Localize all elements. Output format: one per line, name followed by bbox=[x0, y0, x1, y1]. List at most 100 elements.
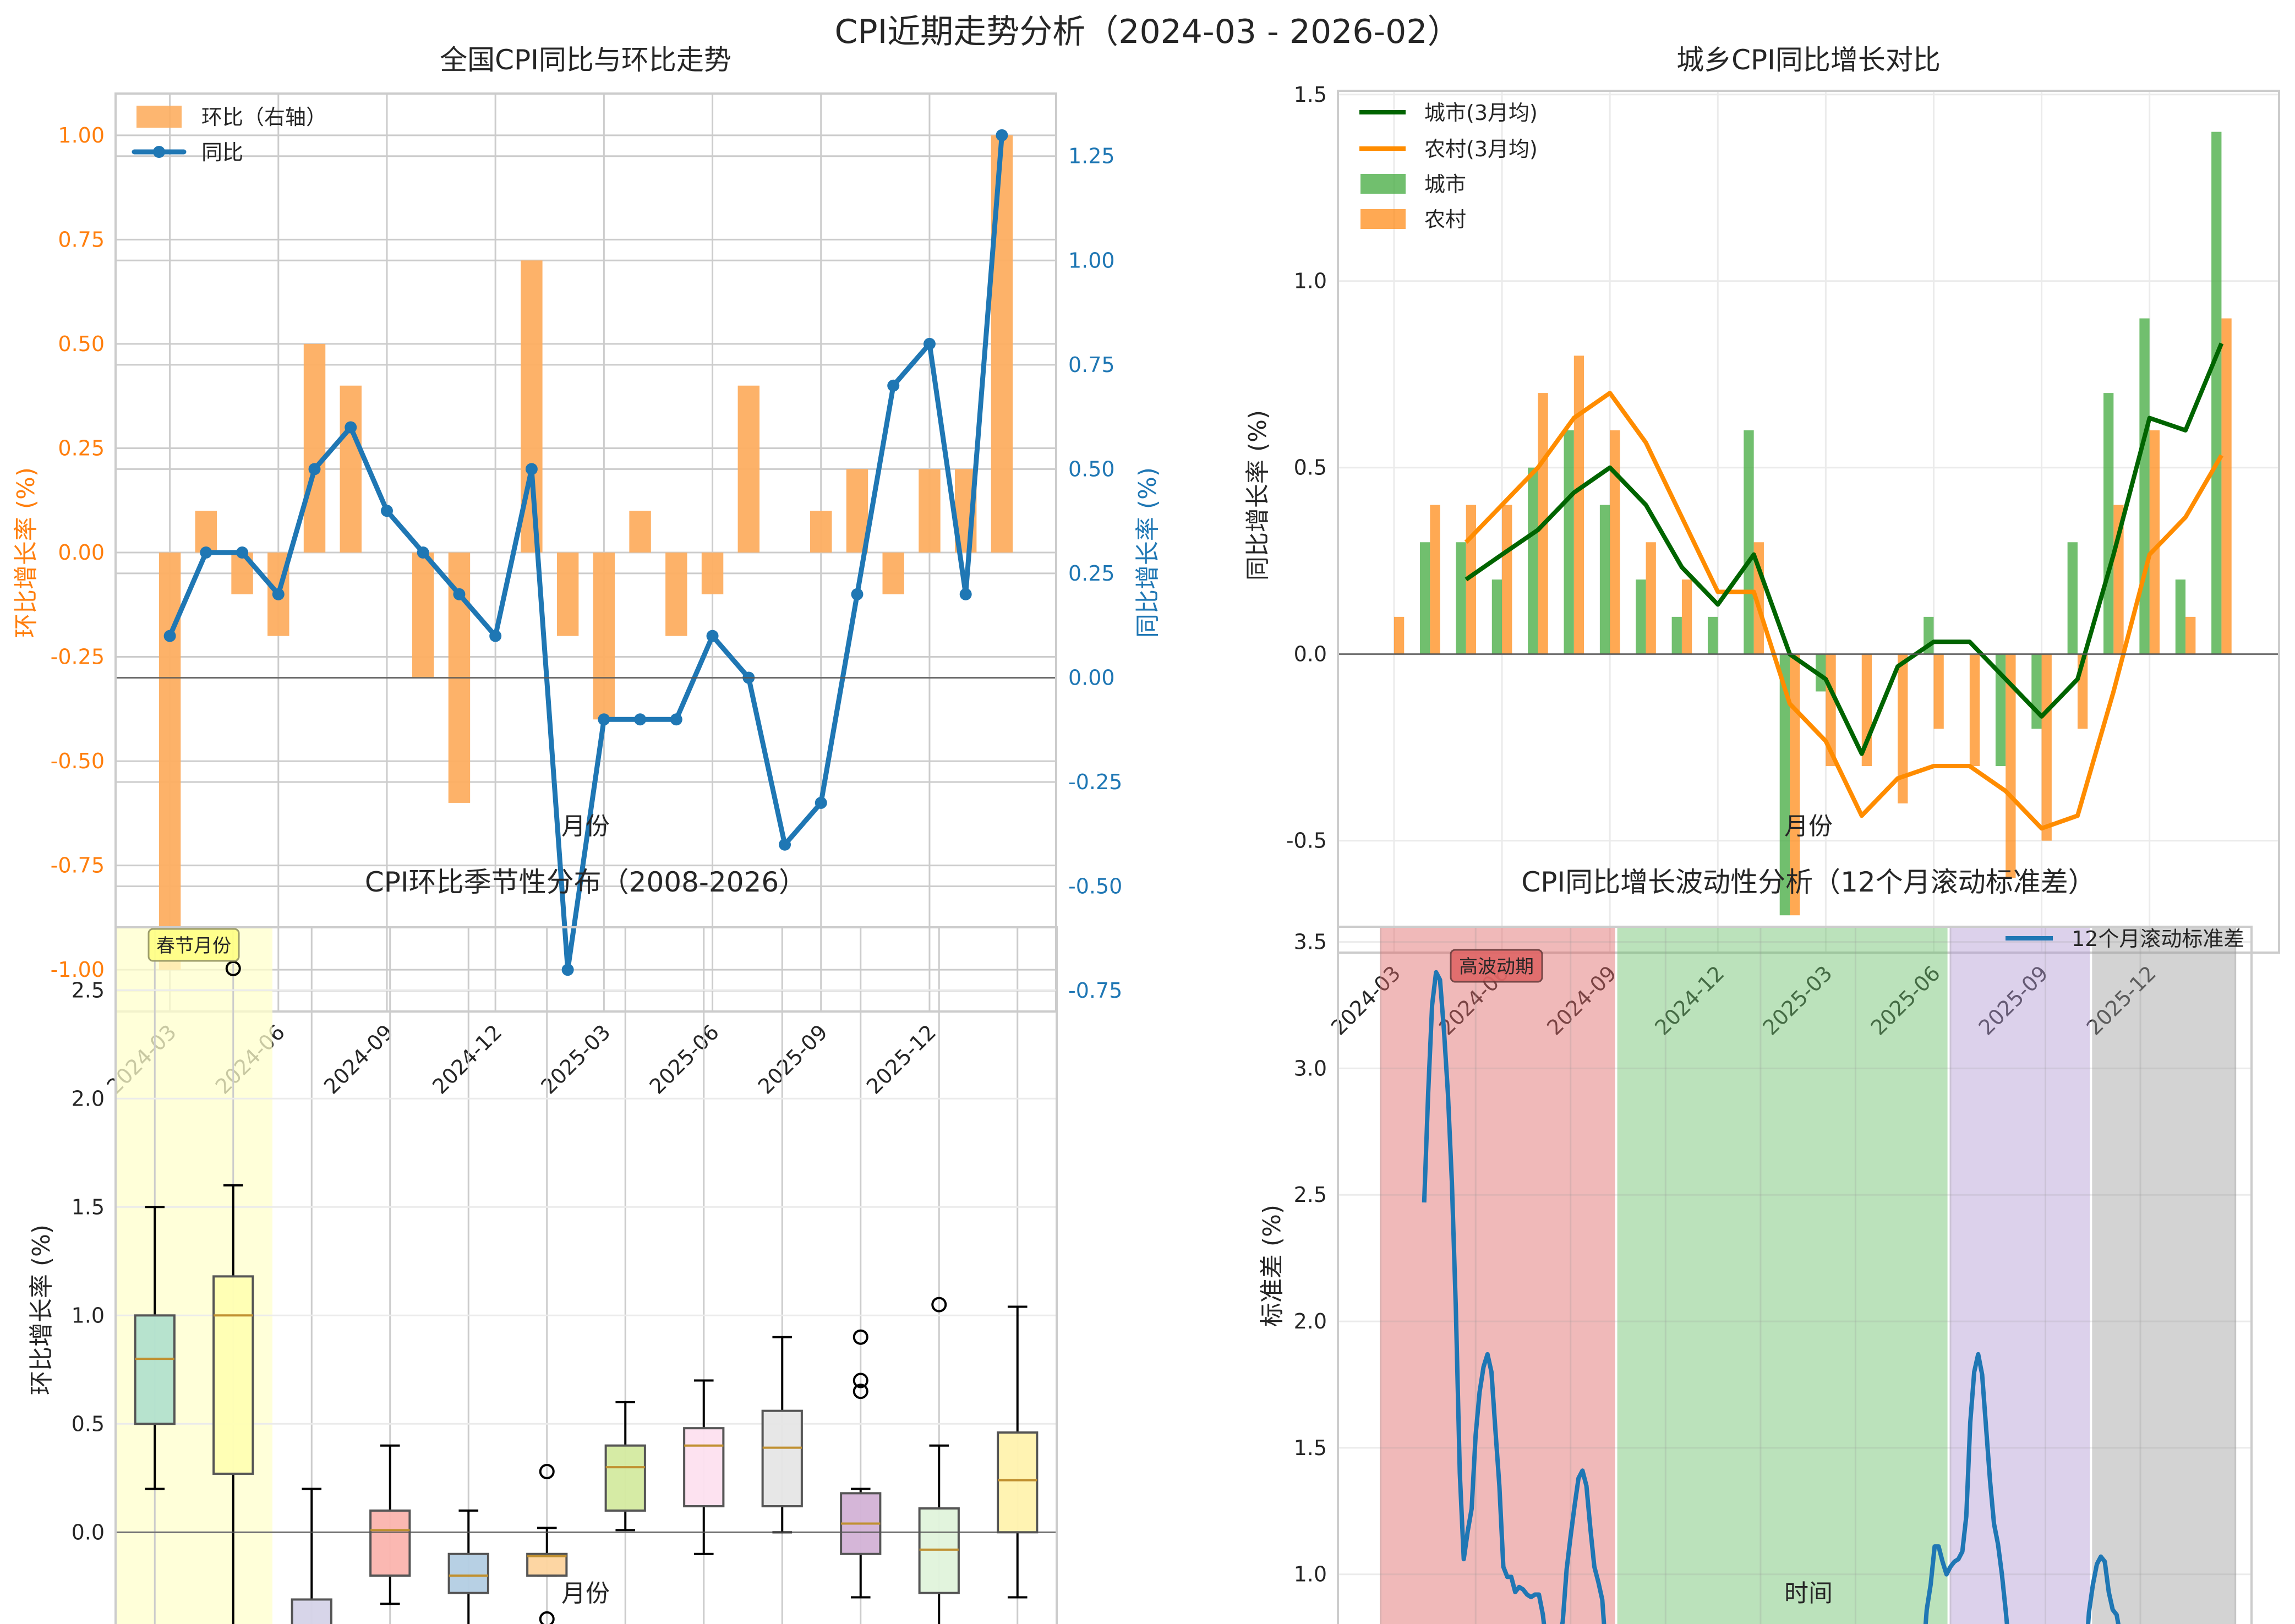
urban-bar bbox=[1564, 430, 1574, 654]
y-tick-label: -1.00 bbox=[51, 958, 105, 982]
mom-bar bbox=[412, 553, 434, 678]
box-outlier bbox=[931, 1297, 947, 1313]
chart2-legend: 城市(3月均) 农村(3月均) 城市 农村 bbox=[1359, 101, 1538, 232]
urban-bar bbox=[1707, 616, 1718, 654]
rural-bar bbox=[1681, 579, 1692, 654]
chart1-title: 全国CPI同比与环比走势 bbox=[440, 44, 731, 76]
mom-bar bbox=[665, 553, 687, 636]
chart2-lines bbox=[1464, 342, 2224, 831]
urban-bar bbox=[1420, 542, 1430, 654]
legend-label-rural: 农村 bbox=[1424, 207, 1466, 232]
box-2月 bbox=[212, 960, 254, 1624]
legend-label-urban-ma: 城市(3月均) bbox=[1424, 101, 1538, 125]
y-tick-label: 1.0 bbox=[1294, 1562, 1327, 1587]
y-right-tick-label: 0.25 bbox=[1068, 561, 1115, 586]
y-tick-label: 0.75 bbox=[58, 227, 105, 251]
box-9月 bbox=[761, 1336, 803, 1534]
y-right-tick-label: 0.00 bbox=[1068, 665, 1115, 690]
yoy-point bbox=[634, 713, 647, 726]
period-band bbox=[1380, 926, 1615, 1624]
y-tick-label: 1.0 bbox=[72, 1303, 105, 1327]
yoy-point bbox=[923, 337, 936, 350]
rural-bar bbox=[2041, 654, 2052, 841]
yoy-point bbox=[200, 546, 212, 559]
figure-suptitle: CPI近期走势分析（2024-03 - 2026-02） bbox=[835, 13, 1461, 51]
chart3-xlabel: 月份 bbox=[561, 1579, 610, 1607]
chart2-xlabel: 月份 bbox=[1784, 812, 1833, 840]
yoy-point bbox=[887, 379, 900, 392]
box-iqr bbox=[997, 1431, 1039, 1534]
yoy-line bbox=[167, 135, 1004, 972]
y-tick-label: 1.0 bbox=[1294, 269, 1327, 293]
rural-bar bbox=[1394, 616, 1405, 654]
legend-label-rolling-std: 12个月滚动标准差 bbox=[2072, 927, 2244, 951]
y-tick-label: 0.0 bbox=[1294, 642, 1327, 666]
y-tick-label: 2.0 bbox=[72, 1086, 105, 1111]
legend-swatch-urban bbox=[1360, 174, 1406, 194]
chart1-legend: 环比（右轴） 同比 bbox=[132, 105, 327, 165]
box-iqr bbox=[134, 1314, 176, 1425]
plot-frame bbox=[114, 92, 1057, 1013]
chart1-line bbox=[163, 129, 1008, 976]
box-iqr bbox=[683, 1427, 725, 1508]
legend-label-urban: 城市 bbox=[1424, 172, 1466, 196]
chart1-bars bbox=[159, 135, 1013, 970]
box-8月 bbox=[683, 1379, 725, 1555]
rural-bar bbox=[1969, 654, 1980, 767]
box-11月 bbox=[918, 1297, 960, 1624]
y-tick-label: 0.5 bbox=[72, 1412, 105, 1436]
box-outlier bbox=[539, 1463, 555, 1479]
rural-ma-line bbox=[1464, 391, 2223, 831]
rural-bar bbox=[1646, 542, 1656, 654]
high-volatility-label: 高波动期 bbox=[1459, 956, 1534, 978]
urban-ma-line bbox=[1465, 342, 2224, 756]
chart3-boxes bbox=[134, 960, 1039, 1624]
y-tick-label: 1.00 bbox=[58, 123, 105, 147]
urban-bar bbox=[1456, 542, 1466, 654]
yoy-point bbox=[236, 546, 249, 559]
chart4-legend: 12个月滚动标准差 bbox=[2006, 927, 2244, 951]
mom-bar bbox=[737, 385, 760, 553]
yoy-point bbox=[163, 630, 176, 642]
yoy-point bbox=[345, 421, 357, 434]
y-right-tick-label: 0.75 bbox=[1068, 353, 1115, 377]
y-tick-label: 1.5 bbox=[1294, 1436, 1327, 1460]
mom-bar bbox=[991, 135, 1013, 553]
mom-bar bbox=[629, 511, 651, 553]
yoy-point bbox=[453, 588, 466, 600]
yoy-point bbox=[851, 588, 864, 600]
box-iqr bbox=[526, 1552, 568, 1577]
y-tick-label: 2.5 bbox=[1294, 1183, 1327, 1207]
mom-bar bbox=[303, 343, 326, 553]
rural-bar bbox=[1573, 356, 1584, 654]
y-right-tick-label: -0.75 bbox=[1068, 978, 1122, 1003]
box-iqr bbox=[212, 1275, 254, 1475]
box-iqr bbox=[447, 1552, 489, 1594]
y-right-tick-label: -0.25 bbox=[1068, 770, 1122, 794]
yoy-point bbox=[308, 463, 321, 475]
rural-bar bbox=[2185, 616, 2196, 654]
urban-bar bbox=[1491, 579, 1502, 654]
y-right-tick-label: 1.00 bbox=[1068, 248, 1115, 272]
rural-bar bbox=[2006, 654, 2016, 878]
box-outlier bbox=[539, 1611, 555, 1624]
period-band bbox=[2092, 926, 2237, 1624]
chart3-highlight-annotation: 春节月份 bbox=[147, 928, 240, 962]
legend-label-rural-ma: 农村(3月均) bbox=[1424, 137, 1538, 161]
chart4-title: CPI同比增长波动性分析（12个月滚动标准差） bbox=[1521, 866, 2095, 898]
chart4-high-vol-annotation: 高波动期 bbox=[1450, 949, 1543, 983]
chart2-ylabel: 同比增长率 (%) bbox=[1244, 410, 1272, 581]
chart2-bars bbox=[1394, 132, 2232, 916]
rural-bar bbox=[2221, 318, 2232, 654]
box-iqr bbox=[369, 1509, 411, 1577]
mom-bar bbox=[701, 553, 724, 594]
urban-bar bbox=[1636, 579, 1646, 654]
rural-bar bbox=[1933, 654, 1944, 729]
urban-bar bbox=[1816, 654, 1826, 692]
y-tick-label: 0.00 bbox=[58, 540, 105, 565]
legend-swatch-rural bbox=[1360, 209, 1406, 229]
box-1月 bbox=[134, 1206, 176, 1490]
y-tick-label: 3.5 bbox=[1294, 930, 1327, 954]
chart3-axes: -1.0-0.50.00.51.01.52.02.51月2月3月4月5月6月7月… bbox=[72, 926, 1058, 1624]
